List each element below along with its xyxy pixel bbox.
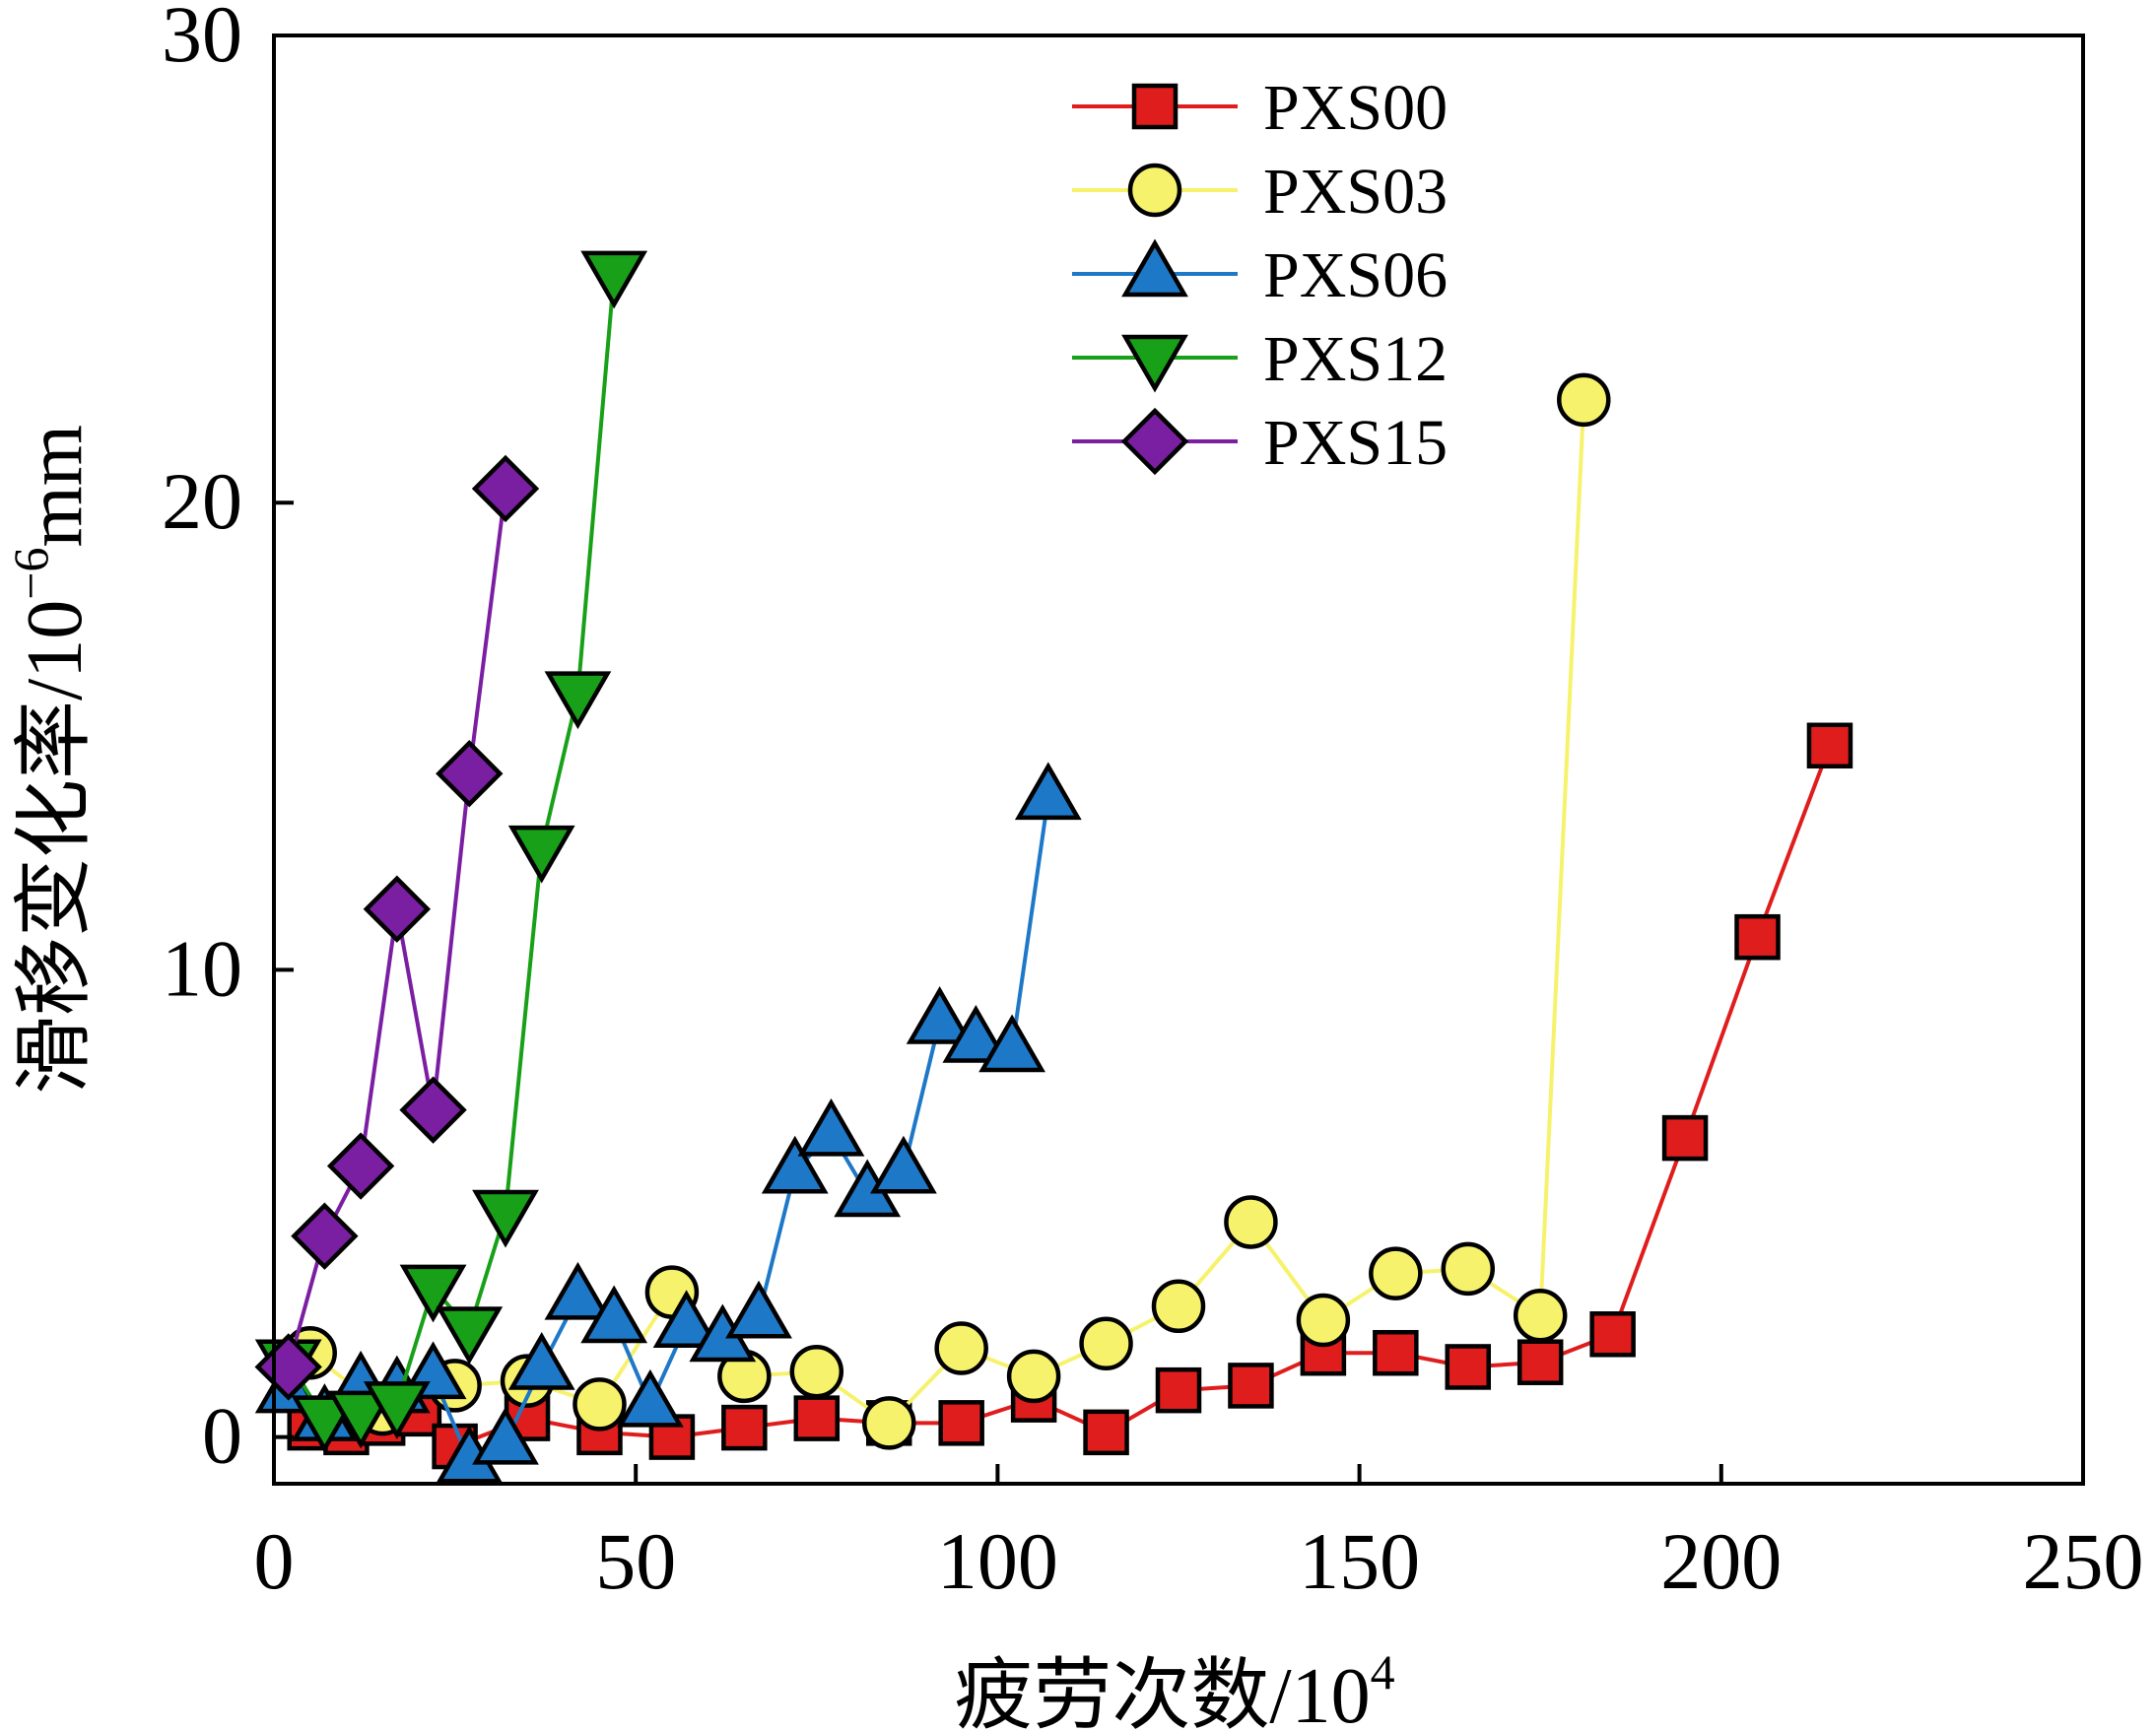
legend-item-pxs00: PXS00 bbox=[1072, 72, 1448, 144]
data-point-pxs12 bbox=[399, 1264, 467, 1323]
x-tick-label: 100 bbox=[937, 1516, 1058, 1606]
data-point-pxs03 bbox=[1369, 1246, 1423, 1300]
tick-layer: 0 50 100 150 200 250 0 10 20 30 bbox=[162, 0, 2144, 1606]
data-point-pxs00 bbox=[1734, 913, 1781, 961]
data-point-pxs03 bbox=[1006, 1349, 1061, 1404]
data-point-pxs03 bbox=[1151, 1279, 1206, 1334]
data-point-pxs06 bbox=[1014, 762, 1082, 821]
data-point-pxs12 bbox=[507, 825, 575, 884]
data-point-pxs06 bbox=[906, 986, 974, 1044]
y-tick-label: 10 bbox=[162, 923, 242, 1013]
legend: PXS00 PXS03 PXS06 PXS12 PXS15 bbox=[1072, 72, 1448, 479]
series-pxs03 bbox=[283, 372, 1611, 1450]
data-point-pxs00 bbox=[1589, 1311, 1636, 1358]
legend-item-pxs12: PXS12 bbox=[1072, 323, 1448, 395]
series-pxs15 bbox=[254, 454, 540, 1401]
data-point-pxs03 bbox=[1441, 1241, 1496, 1297]
y-axis-title: 滑移变化率/10−6mm bbox=[3, 425, 99, 1095]
data-point-pxs15 bbox=[326, 1132, 395, 1200]
x-tick-label: 200 bbox=[1660, 1516, 1782, 1606]
data-point-pxs00 bbox=[1083, 1409, 1129, 1456]
y-tick-label: 30 bbox=[162, 0, 242, 79]
data-point-pxs03 bbox=[1513, 1289, 1568, 1343]
data-point-pxs15 bbox=[471, 454, 540, 523]
data-point-pxs06 bbox=[472, 1406, 539, 1465]
data-point-pxs06 bbox=[797, 1098, 865, 1157]
data-point-pxs00 bbox=[1155, 1366, 1202, 1414]
data-point-pxs00 bbox=[1228, 1363, 1274, 1409]
data-point-pxs06 bbox=[616, 1368, 684, 1428]
legend-marker bbox=[1127, 163, 1182, 218]
data-point-pxs15 bbox=[363, 875, 432, 943]
data-point-pxs12 bbox=[436, 1306, 504, 1366]
legend-label: PXS12 bbox=[1263, 323, 1448, 395]
y-tick-label: 20 bbox=[162, 456, 242, 546]
data-point-pxs12 bbox=[580, 250, 648, 309]
data-point-pxs06 bbox=[978, 1014, 1045, 1073]
data-point-pxs00 bbox=[1445, 1344, 1492, 1390]
series-pxs12 bbox=[254, 250, 648, 1454]
y-tick-label: 0 bbox=[202, 1391, 242, 1481]
data-point-pxs06 bbox=[870, 1135, 937, 1194]
legend-label: PXS03 bbox=[1263, 156, 1448, 228]
legend-marker bbox=[1131, 83, 1179, 130]
data-point-pxs03 bbox=[789, 1344, 844, 1399]
data-point-pxs06 bbox=[652, 1290, 720, 1349]
data-point-pxs00 bbox=[938, 1400, 984, 1446]
legend-item-pxs06: PXS06 bbox=[1072, 238, 1448, 311]
data-point-pxs03 bbox=[1296, 1293, 1351, 1348]
data-point-pxs00 bbox=[1373, 1329, 1419, 1376]
data-point-pxs12 bbox=[472, 1189, 539, 1248]
data-point-pxs03 bbox=[1224, 1195, 1278, 1249]
data-point-pxs06 bbox=[580, 1285, 648, 1344]
data-point-pxs12 bbox=[544, 671, 612, 730]
data-point-pxs06 bbox=[544, 1261, 612, 1320]
data-point-pxs06 bbox=[761, 1135, 829, 1194]
legend-label: PXS06 bbox=[1263, 239, 1448, 311]
data-point-pxs00 bbox=[1661, 1114, 1709, 1162]
x-tick-label: 250 bbox=[2023, 1516, 2144, 1606]
x-axis-title: 疲劳次数/104 bbox=[954, 1644, 1394, 1732]
series-layer bbox=[254, 250, 1853, 1484]
data-point-pxs03 bbox=[934, 1321, 988, 1375]
data-point-pxs06 bbox=[507, 1331, 575, 1390]
legend-item-pxs03: PXS03 bbox=[1072, 156, 1448, 228]
data-point-pxs03 bbox=[1557, 372, 1611, 428]
data-point-pxs06 bbox=[725, 1280, 792, 1339]
x-tick-label: 150 bbox=[1299, 1516, 1420, 1606]
legend-marker bbox=[1121, 334, 1188, 393]
data-point-pxs03 bbox=[861, 1396, 916, 1450]
data-point-pxs15 bbox=[436, 740, 504, 808]
legend-item-pxs15: PXS15 bbox=[1072, 407, 1448, 479]
data-point-pxs03 bbox=[573, 1377, 627, 1432]
data-point-pxs15 bbox=[399, 1076, 467, 1144]
legend-label: PXS00 bbox=[1263, 72, 1448, 144]
data-point-pxs12 bbox=[327, 1390, 395, 1449]
data-point-pxs15 bbox=[291, 1202, 359, 1270]
data-point-pxs00 bbox=[793, 1395, 841, 1441]
data-point-pxs06 bbox=[942, 1005, 1010, 1063]
plot-frame bbox=[272, 33, 2085, 1486]
legend-marker bbox=[1121, 238, 1188, 298]
legend-marker bbox=[1120, 407, 1189, 476]
data-point-pxs00 bbox=[1806, 722, 1853, 769]
data-point-pxs00 bbox=[1516, 1339, 1564, 1385]
data-point-pxs12 bbox=[363, 1381, 431, 1439]
x-tick-label: 0 bbox=[254, 1516, 295, 1606]
legend-label: PXS15 bbox=[1263, 407, 1448, 479]
x-tick-label: 50 bbox=[595, 1516, 676, 1606]
data-point-pxs03 bbox=[1079, 1316, 1133, 1370]
data-point-pxs00 bbox=[721, 1404, 768, 1451]
